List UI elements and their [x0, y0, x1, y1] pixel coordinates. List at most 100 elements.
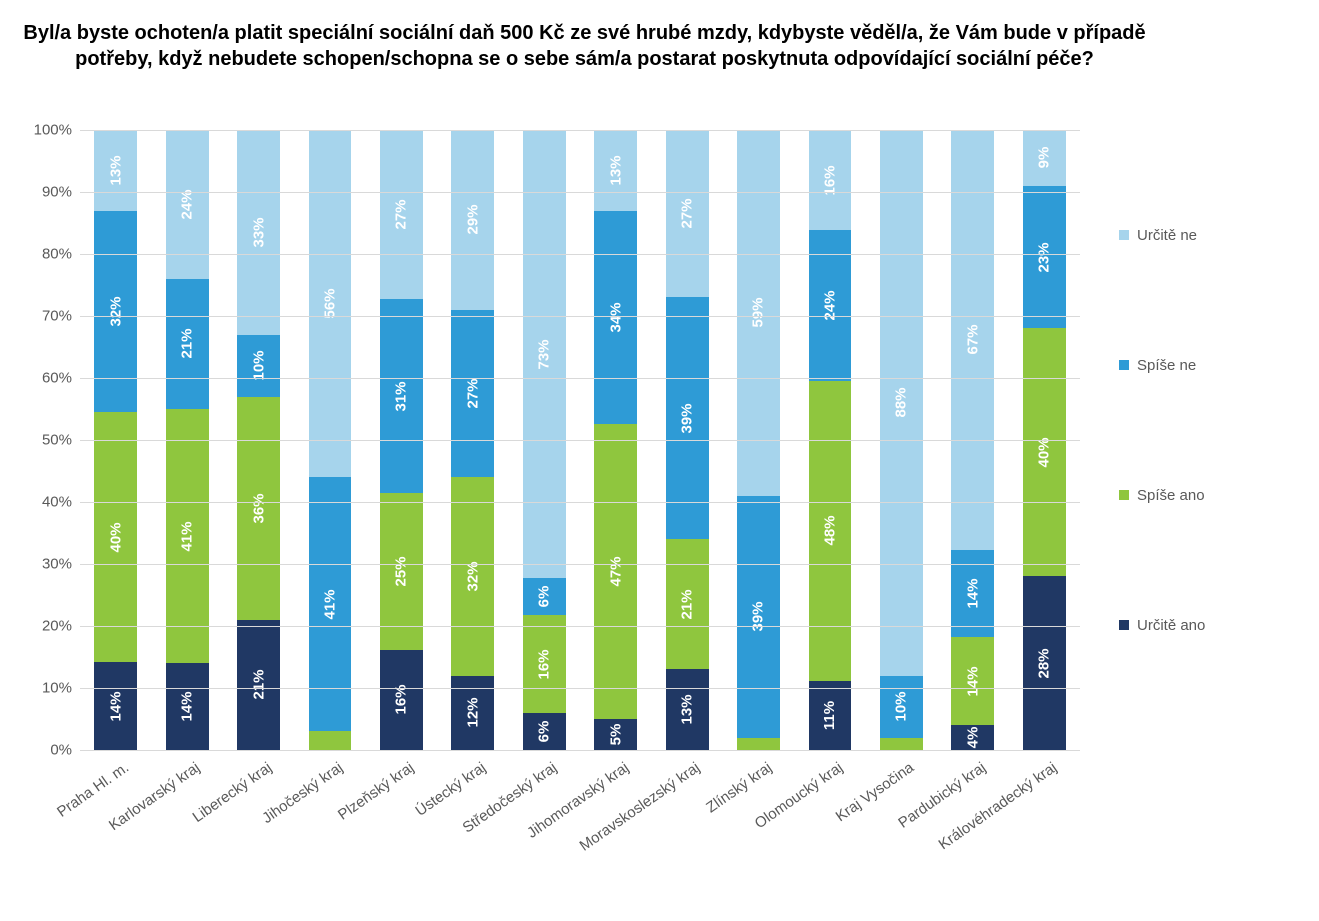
segment-label: 16% — [393, 685, 410, 715]
bar-segment: 48% — [809, 381, 852, 682]
chart-title: Byl/a byste ochoten/a platit speciální s… — [0, 20, 1169, 72]
bar-segment: 4% — [951, 725, 994, 750]
segment-label: 34% — [607, 303, 624, 333]
bar-segment: 32% — [94, 211, 137, 411]
y-tick-label: 20% — [42, 618, 80, 635]
segment-label: 32% — [464, 561, 481, 591]
gridline — [80, 192, 1080, 193]
bar-segment: 21% — [166, 279, 209, 409]
plot-area: 14%40%32%13%Praha Hl. m.14%41%21%24%Karl… — [80, 130, 1080, 751]
gridline — [80, 688, 1080, 689]
y-tick-label: 70% — [42, 308, 80, 325]
segment-label: 10% — [893, 692, 910, 722]
y-tick-label: 10% — [42, 680, 80, 697]
segment-label: 14% — [964, 666, 981, 696]
bar-segment: 32% — [451, 477, 494, 675]
segment-label: 32% — [107, 297, 124, 327]
segment-label: 27% — [679, 199, 696, 229]
legend-item: Spíše ne — [1119, 357, 1279, 374]
y-tick-label: 0% — [50, 742, 80, 759]
bar-segment: 10% — [880, 676, 923, 738]
gridline — [80, 316, 1080, 317]
bar-segment: 23% — [1023, 186, 1066, 329]
bar-segment: 24% — [809, 230, 852, 380]
segment-label: 4% — [964, 727, 981, 749]
bar-segment: 27% — [666, 130, 709, 297]
legend-swatch — [1119, 230, 1129, 240]
segment-label: 73% — [536, 339, 553, 369]
segment-label: 59% — [750, 298, 767, 328]
bar-segment: 27% — [451, 310, 494, 477]
gridline — [80, 626, 1080, 627]
legend-label: Spíše ano — [1137, 487, 1205, 504]
legend: Určitě ne Spíše ne Spíše ano Určitě ano — [1119, 170, 1279, 690]
segment-label: 6% — [536, 586, 553, 608]
segment-label: 16% — [821, 165, 838, 195]
segment-label: 13% — [107, 156, 124, 186]
gridline — [80, 254, 1080, 255]
bar-segment: 73% — [523, 130, 566, 578]
segment-label: 41% — [321, 589, 338, 619]
segment-label: 67% — [964, 325, 981, 355]
legend-label: Určitě ne — [1137, 227, 1197, 244]
segment-label: 41% — [179, 521, 196, 551]
legend-swatch — [1119, 360, 1129, 370]
segment-label: 27% — [393, 200, 410, 230]
segment-label: 40% — [107, 522, 124, 552]
gridline — [80, 564, 1080, 565]
bar-segment: 5% — [594, 719, 637, 750]
gridline — [80, 502, 1080, 503]
bar-segment: 24% — [166, 130, 209, 279]
bar-segment — [737, 738, 780, 750]
y-tick-label: 60% — [42, 370, 80, 387]
segment-label: 13% — [679, 695, 696, 725]
y-tick-label: 90% — [42, 184, 80, 201]
segment-label: 14% — [107, 691, 124, 721]
bar-segment: 39% — [737, 496, 780, 738]
legend-label: Určitě ano — [1137, 617, 1205, 634]
segment-label: 48% — [821, 516, 838, 546]
legend-item: Spíše ano — [1119, 487, 1279, 504]
bar-segment: 6% — [523, 713, 566, 750]
bar-segment — [880, 738, 923, 750]
segment-label: 33% — [250, 217, 267, 247]
gridline — [80, 378, 1080, 379]
bar-segment: 28% — [1023, 576, 1066, 750]
segment-label: 14% — [179, 692, 196, 722]
bar-segment: 16% — [523, 615, 566, 713]
bar-segment: 13% — [94, 130, 137, 211]
bar-segment: 14% — [951, 637, 994, 725]
bar-segment: 33% — [237, 130, 280, 335]
segment-label: 39% — [679, 403, 696, 433]
segment-label: 12% — [464, 698, 481, 728]
y-tick-label: 30% — [42, 556, 80, 573]
bar-segment: 9% — [1023, 130, 1066, 186]
segment-label: 27% — [464, 379, 481, 409]
bar-segment: 14% — [166, 663, 209, 750]
segment-label: 5% — [607, 724, 624, 746]
bar-segment: 16% — [380, 650, 423, 750]
segment-label: 24% — [179, 189, 196, 219]
segment-label: 21% — [179, 329, 196, 359]
segment-label: 56% — [321, 289, 338, 319]
segment-label: 21% — [679, 589, 696, 619]
bar-segment: 11% — [809, 681, 852, 750]
segment-label: 14% — [964, 578, 981, 608]
legend-swatch — [1119, 620, 1129, 630]
gridline — [80, 130, 1080, 131]
segment-label: 39% — [750, 602, 767, 632]
segment-label: 88% — [893, 388, 910, 418]
segment-label: 6% — [536, 721, 553, 743]
segment-label: 29% — [464, 205, 481, 235]
segment-label: 36% — [250, 493, 267, 523]
legend-swatch — [1119, 490, 1129, 500]
x-tick-label: Královéhradecký kraj — [931, 752, 1060, 853]
bar-segment: 40% — [94, 412, 137, 663]
bar-segment: 36% — [237, 397, 280, 620]
gridline — [80, 440, 1080, 441]
bar-segment: 10% — [237, 335, 280, 397]
bar-segment: 56% — [309, 130, 352, 477]
gridline — [80, 750, 1080, 751]
bar-segment: 13% — [666, 669, 709, 750]
y-tick-label: 80% — [42, 246, 80, 263]
